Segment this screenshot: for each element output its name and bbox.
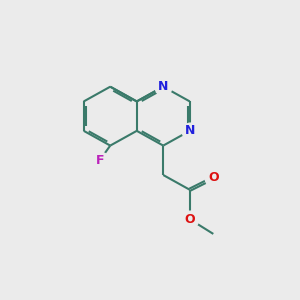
Text: N: N xyxy=(184,124,195,137)
Text: O: O xyxy=(184,213,195,226)
Text: O: O xyxy=(208,172,219,184)
Text: F: F xyxy=(95,154,104,167)
Text: N: N xyxy=(158,80,168,93)
